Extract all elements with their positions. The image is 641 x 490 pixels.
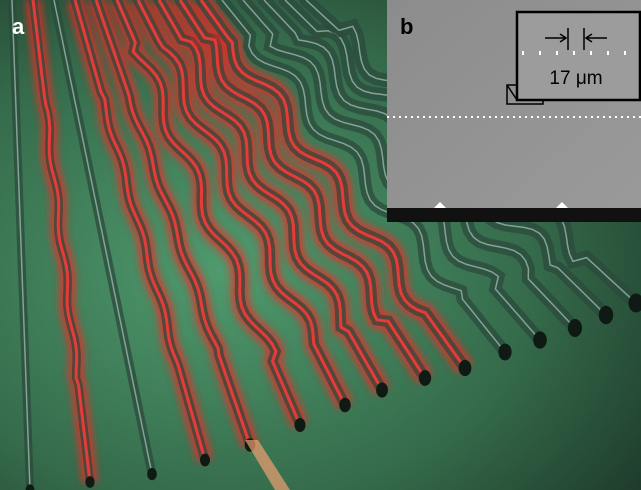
tube-end bbox=[85, 476, 94, 488]
scale-label: 17 μm bbox=[549, 68, 602, 89]
tube-end bbox=[200, 454, 210, 467]
figure: 17 μm a b bbox=[0, 0, 641, 490]
tube-end bbox=[533, 331, 547, 348]
tube-end bbox=[295, 418, 306, 432]
tube-end bbox=[147, 468, 157, 480]
tube-end bbox=[498, 344, 511, 361]
tube-end bbox=[599, 306, 614, 324]
tube-end bbox=[339, 398, 350, 413]
panel-label: b bbox=[400, 14, 413, 39]
tube-end bbox=[419, 370, 431, 386]
panel-label: a bbox=[12, 14, 25, 39]
tube-end bbox=[376, 382, 388, 397]
tube-end bbox=[459, 360, 472, 376]
tube-end bbox=[568, 319, 582, 337]
inset: 17 μm bbox=[387, 0, 641, 222]
edge bbox=[387, 208, 641, 222]
